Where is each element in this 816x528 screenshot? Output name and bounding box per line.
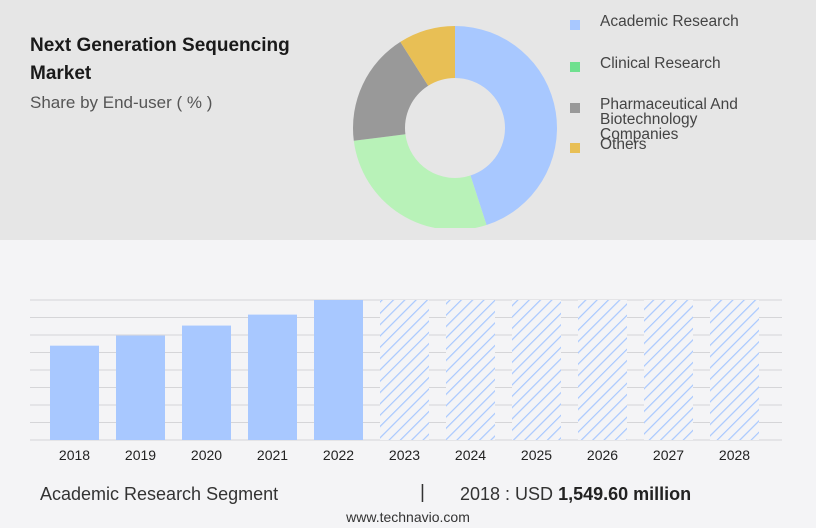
- bar-2026: [578, 300, 627, 440]
- legend-label: Clinical Research: [600, 55, 721, 72]
- x-tick-label-2024: 2024: [455, 447, 486, 463]
- donut-chart: [353, 26, 557, 228]
- segment-label: Academic Research Segment: [40, 484, 279, 504]
- bar-2020: [182, 325, 231, 440]
- legend-swatch: [570, 103, 580, 113]
- x-tick-label-2028: 2028: [719, 447, 750, 463]
- legend-label: Others: [600, 136, 647, 153]
- bar-chart: 2018 2019 2020 2021 2022 2023 2024 2025 2026 2027…: [30, 299, 782, 463]
- bar-2023: [380, 300, 429, 440]
- bar-2018: [50, 345, 99, 440]
- bar-2021: [248, 314, 297, 440]
- bar-2028: [710, 300, 759, 440]
- donut-slice-1: [353, 134, 487, 228]
- x-tick-label-2022: 2022: [323, 447, 354, 463]
- x-tick-label-2026: 2026: [587, 447, 618, 463]
- legend-label: Pharmaceutical And Biotechnology Compani…: [600, 96, 738, 143]
- donut-slice-2: [353, 41, 429, 141]
- legend-label: Academic Research: [600, 13, 739, 30]
- footer-divider: |: [420, 482, 425, 503]
- bar-2027: [644, 300, 693, 440]
- bar-marks: [50, 300, 759, 440]
- legend-swatch: [570, 62, 580, 72]
- donut-slice-0: [455, 26, 557, 226]
- bar-2024: [446, 300, 495, 440]
- legend-swatch: [570, 143, 580, 153]
- x-tick-label-2020: 2020: [191, 447, 222, 463]
- chart-subtitle: Share by End-user ( % ): [30, 93, 213, 112]
- legend-swatch: [570, 20, 580, 30]
- bar-2022: [314, 300, 363, 440]
- x-tick-label-2019: 2019: [125, 447, 156, 463]
- x-tick-label-2018: 2018: [59, 447, 90, 463]
- x-tick-labels: 2018 2019 2020 2021 2022 2023 2024 2025 2026 2027…: [59, 447, 750, 463]
- bar-2019: [116, 335, 165, 440]
- x-tick-label-2027: 2027: [653, 447, 684, 463]
- bar-2025: [512, 300, 561, 440]
- x-tick-label-2021: 2021: [257, 447, 288, 463]
- x-tick-label-2025: 2025: [521, 447, 552, 463]
- source-url: www.technavio.com: [346, 509, 470, 525]
- value-prefix: 2018 : USD: [460, 484, 554, 504]
- segment-value: 2018 : USD 1,549.60 million: [460, 484, 691, 505]
- value-bold: 1,549.60 million: [558, 484, 692, 504]
- chart-title: Next Generation Sequencing Market: [30, 35, 290, 84]
- donut-slice-3: [400, 26, 455, 86]
- x-tick-label-2023: 2023: [389, 447, 420, 463]
